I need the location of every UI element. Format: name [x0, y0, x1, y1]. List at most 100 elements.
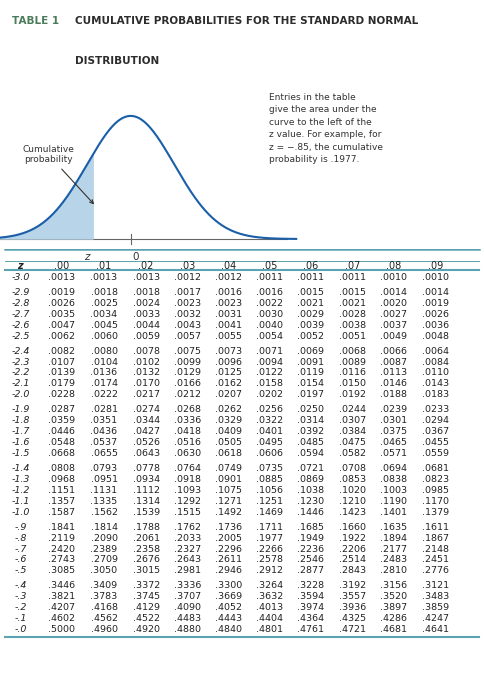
- Text: .1335: .1335: [91, 497, 118, 505]
- Text: .1003: .1003: [380, 486, 408, 495]
- Text: .0059: .0059: [133, 332, 160, 341]
- Text: -2.3: -2.3: [11, 358, 30, 367]
- Text: .0202: .0202: [256, 391, 283, 399]
- Text: .0023: .0023: [215, 299, 242, 308]
- Text: .3050: .3050: [91, 566, 118, 575]
- Text: .0031: .0031: [215, 309, 242, 318]
- Text: .0037: .0037: [380, 321, 408, 330]
- Text: .2810: .2810: [380, 566, 408, 575]
- Text: .3015: .3015: [133, 566, 160, 575]
- Text: .0192: .0192: [339, 391, 366, 399]
- Text: DISTRIBUTION: DISTRIBUTION: [75, 55, 159, 66]
- Text: .0918: .0918: [174, 475, 201, 484]
- Text: .4960: .4960: [91, 625, 118, 634]
- Text: .4721: .4721: [339, 625, 366, 634]
- Text: .0150: .0150: [339, 379, 366, 389]
- Text: .0250: .0250: [297, 405, 324, 414]
- Text: .1539: .1539: [133, 508, 160, 517]
- Text: .1814: .1814: [91, 523, 118, 532]
- Text: .2743: .2743: [48, 555, 76, 564]
- Text: .0708: .0708: [339, 464, 366, 473]
- Text: .2090: .2090: [91, 533, 118, 542]
- Text: .0116: .0116: [339, 368, 366, 377]
- Text: .0233: .0233: [422, 405, 449, 414]
- Text: .3669: .3669: [215, 592, 242, 601]
- Text: .0281: .0281: [91, 405, 118, 414]
- Text: -.4: -.4: [14, 582, 27, 590]
- Text: .2611: .2611: [215, 555, 242, 564]
- Text: .1056: .1056: [256, 486, 283, 495]
- Text: .3783: .3783: [91, 592, 118, 601]
- Text: .0048: .0048: [422, 332, 449, 341]
- Text: .0329: .0329: [215, 416, 242, 425]
- Text: .1492: .1492: [215, 508, 242, 517]
- Text: .1587: .1587: [48, 508, 76, 517]
- Text: .0013: .0013: [91, 273, 118, 282]
- Text: .2514: .2514: [339, 555, 366, 564]
- Text: .4920: .4920: [133, 625, 160, 634]
- Text: .3372: .3372: [133, 582, 160, 590]
- Text: -1.1: -1.1: [11, 497, 30, 505]
- Text: Entries in the table
give the area under the
curve to the left of the
z value. F: Entries in the table give the area under…: [269, 93, 383, 164]
- Text: z: z: [84, 252, 89, 262]
- Text: .0170: .0170: [133, 379, 160, 389]
- Text: .3121: .3121: [422, 582, 449, 590]
- Text: .0294: .0294: [422, 416, 449, 425]
- Text: .1251: .1251: [256, 497, 283, 505]
- Text: -1.0: -1.0: [11, 508, 30, 517]
- Text: .1151: .1151: [48, 486, 76, 495]
- Text: .0244: .0244: [339, 405, 366, 414]
- Text: .1357: .1357: [48, 497, 76, 505]
- Text: .0039: .0039: [297, 321, 324, 330]
- Text: .4443: .4443: [215, 614, 242, 623]
- Text: .0099: .0099: [174, 358, 201, 367]
- Text: .4404: .4404: [256, 614, 283, 623]
- Text: .0853: .0853: [339, 475, 366, 484]
- Text: -2.9: -2.9: [11, 288, 30, 297]
- Text: .3936: .3936: [339, 603, 366, 612]
- Text: .2389: .2389: [91, 545, 118, 554]
- Text: .0721: .0721: [297, 464, 324, 473]
- Text: -2.6: -2.6: [11, 321, 30, 330]
- Text: .2877: .2877: [297, 566, 324, 575]
- Text: .3228: .3228: [297, 582, 324, 590]
- Text: .0174: .0174: [91, 379, 118, 389]
- Text: .0495: .0495: [256, 438, 283, 447]
- Text: .0643: .0643: [133, 449, 160, 458]
- Text: .0096: .0096: [215, 358, 242, 367]
- Text: .0011: .0011: [297, 273, 324, 282]
- Text: .0021: .0021: [339, 299, 366, 308]
- Text: .1423: .1423: [339, 508, 366, 517]
- Text: .4483: .4483: [174, 614, 201, 623]
- Text: .0091: .0091: [297, 358, 324, 367]
- Text: .0028: .0028: [339, 309, 366, 318]
- Text: .4761: .4761: [297, 625, 324, 634]
- Text: .0401: .0401: [256, 427, 283, 436]
- Text: .0080: .0080: [91, 346, 118, 356]
- Text: .0010: .0010: [380, 273, 408, 282]
- Text: .2119: .2119: [48, 533, 76, 542]
- Text: -1.7: -1.7: [11, 427, 30, 436]
- Text: .2358: .2358: [133, 545, 160, 554]
- Text: .0158: .0158: [256, 379, 283, 389]
- Text: -3.0: -3.0: [11, 273, 30, 282]
- Text: .1038: .1038: [297, 486, 324, 495]
- Text: .3632: .3632: [256, 592, 283, 601]
- Text: .1841: .1841: [48, 523, 76, 532]
- Text: .0359: .0359: [48, 416, 76, 425]
- Text: .4880: .4880: [174, 625, 201, 634]
- Text: .3300: .3300: [215, 582, 242, 590]
- Text: .1292: .1292: [174, 497, 201, 505]
- Text: .0022: .0022: [256, 299, 283, 308]
- Text: .1469: .1469: [256, 508, 283, 517]
- Text: -2.8: -2.8: [11, 299, 30, 308]
- Text: .0014: .0014: [422, 288, 449, 297]
- Text: .0559: .0559: [422, 449, 449, 458]
- Text: .0016: .0016: [215, 288, 242, 297]
- Text: .5000: .5000: [48, 625, 76, 634]
- Text: .0322: .0322: [256, 416, 283, 425]
- Text: .2005: .2005: [215, 533, 242, 542]
- Text: .0344: .0344: [133, 416, 160, 425]
- Text: -1.6: -1.6: [11, 438, 30, 447]
- Text: .0136: .0136: [91, 368, 118, 377]
